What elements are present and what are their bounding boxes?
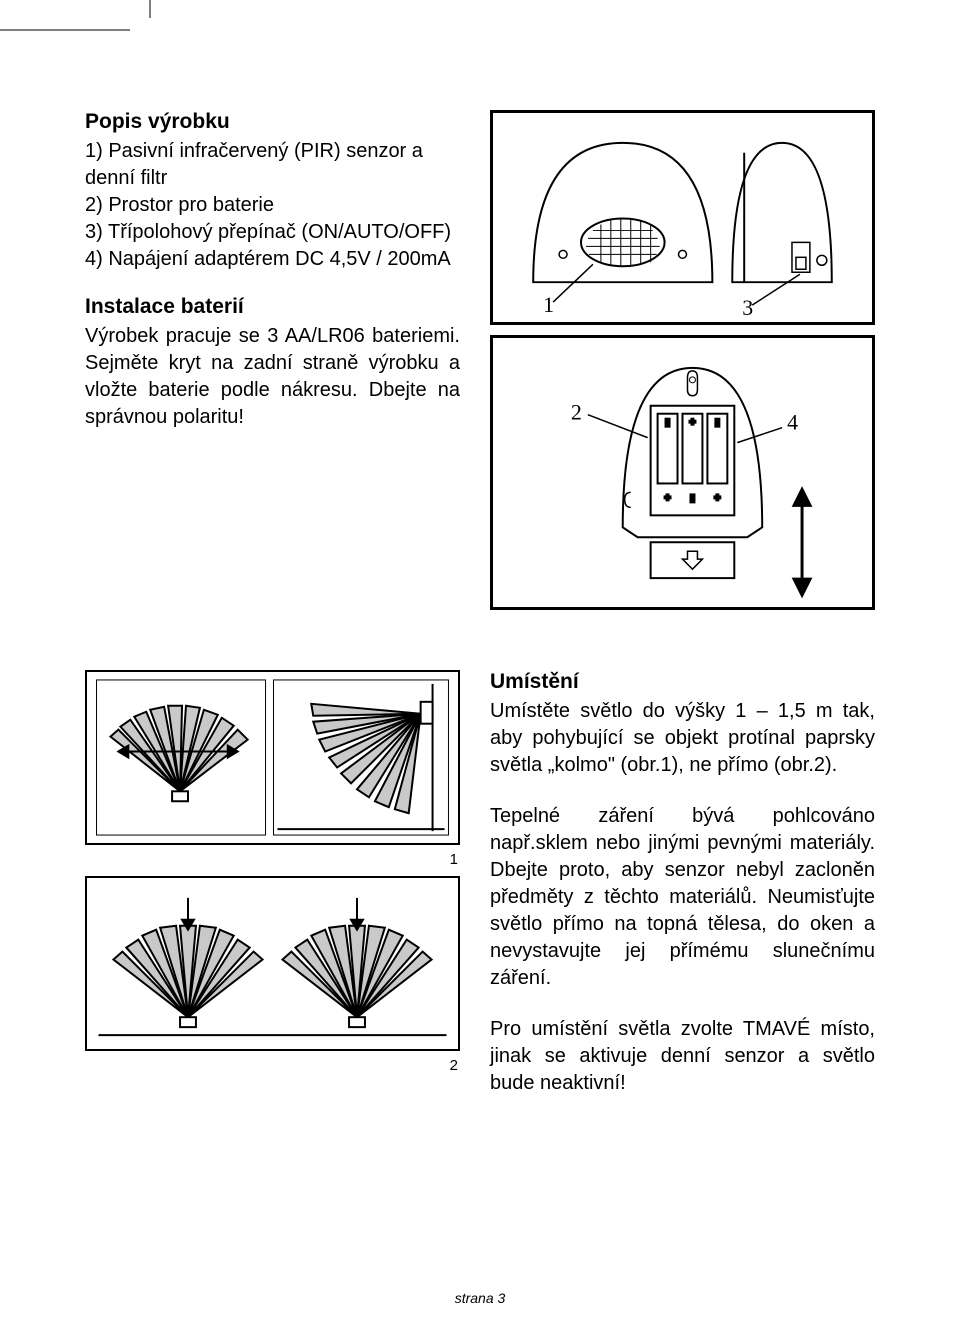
battery-text: Výrobek pracuje se 3 AA/LR06 bateriemi. … — [85, 323, 460, 431]
svg-text:1: 1 — [543, 292, 554, 317]
svg-text:2: 2 — [571, 400, 582, 425]
battery-title: Instalace baterií — [85, 295, 460, 319]
desc-item: 4) Napájení adaptérem DC 4,5V / 200mA — [85, 246, 460, 273]
placement-fig-1 — [85, 670, 460, 845]
left-column: Popis výrobku 1) Pasivní infračervený (P… — [85, 110, 460, 620]
svg-text:3: 3 — [742, 295, 753, 320]
device-diagram-top: 1 3 — [490, 110, 875, 325]
placement-fig-2 — [85, 876, 460, 1051]
desc-item: 3) Třípolohový přepínač (ON/AUTO/OFF) — [85, 219, 460, 246]
right-column: 1 3 — [490, 110, 875, 620]
product-desc-list: 1) Pasivní infračervený (PIR) senzor a d… — [85, 138, 460, 273]
device-diagram-battery: 2 4 — [490, 335, 875, 610]
placement-p2: Tepelné záření bývá pohlcováno např.skle… — [490, 803, 875, 992]
product-desc-title: Popis výrobku — [85, 110, 460, 134]
page-content: Popis výrobku 1) Pasivní infračervený (P… — [85, 110, 875, 1097]
svg-text:4: 4 — [787, 410, 798, 435]
desc-item: 1) Pasivní infračervený (PIR) senzor a d… — [85, 138, 460, 192]
placement-text: Umístění Umístěte světlo do výšky 1 – 1,… — [490, 670, 875, 1097]
placement-p1: Umístěte světlo do výšky 1 – 1,5 m tak, … — [490, 698, 875, 779]
crop-marks — [0, 0, 200, 60]
page-footer: strana 3 — [0, 1290, 960, 1306]
fig-label-2: 2 — [85, 1057, 460, 1074]
placement-p3: Pro umístění světla zvolte TMAVÉ místo, … — [490, 1016, 875, 1097]
fig-label-1: 1 — [85, 851, 460, 868]
placement-figures: 1 — [85, 670, 460, 1097]
desc-item: 2) Prostor pro baterie — [85, 192, 460, 219]
placement-title: Umístění — [490, 670, 875, 694]
